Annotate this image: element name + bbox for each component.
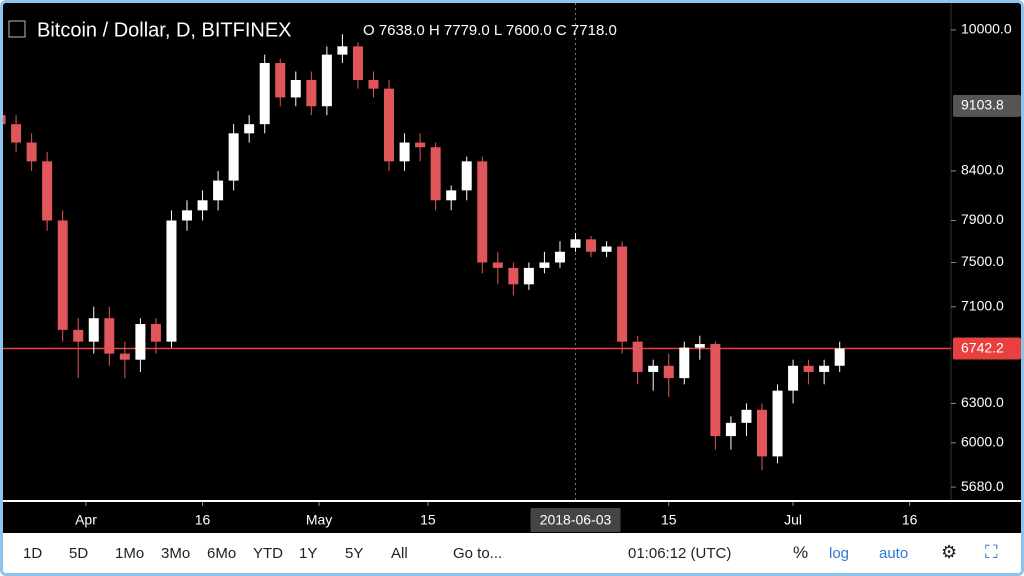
chart: Bitcoin / Dollar, D, BITFINEX O 7638.0 H… xyxy=(3,3,1021,533)
candle-body xyxy=(586,239,597,252)
candle-body xyxy=(679,347,690,379)
candle-body xyxy=(197,200,208,211)
candle-body xyxy=(182,210,193,221)
candle-body xyxy=(415,142,426,148)
candle-body xyxy=(42,161,53,221)
candle-body xyxy=(259,63,270,125)
x-tick-label: Apr xyxy=(75,512,97,528)
candle-body xyxy=(275,63,286,98)
candle-body xyxy=(430,147,441,201)
range-button[interactable]: 1Y xyxy=(299,545,318,562)
candle-body xyxy=(368,80,379,89)
auto-button[interactable]: auto xyxy=(879,545,909,562)
candle-body xyxy=(213,180,224,201)
x-tick-label: Jul xyxy=(784,512,802,528)
candle-body xyxy=(150,324,161,342)
range-button[interactable]: YTD xyxy=(253,545,283,562)
candle-body xyxy=(384,88,395,162)
candle-body xyxy=(26,142,37,162)
candle-body xyxy=(632,341,643,372)
candle-body xyxy=(352,46,363,81)
candle-body xyxy=(539,262,550,268)
candle-body xyxy=(337,46,348,55)
marker-label-box xyxy=(953,94,1021,117)
y-tick-label: 7500.0 xyxy=(961,253,1004,269)
candle-body xyxy=(710,344,721,437)
candle-body xyxy=(73,329,84,342)
range-button[interactable]: 3Mo xyxy=(161,545,191,562)
candle-body xyxy=(508,267,519,285)
range-button[interactable]: All xyxy=(391,545,408,562)
range-button[interactable]: 5D xyxy=(69,545,89,562)
candle-body xyxy=(104,318,115,354)
candle-body xyxy=(321,54,332,107)
candle-body xyxy=(601,246,612,252)
candle-body xyxy=(228,133,239,181)
candle-body xyxy=(819,365,830,372)
candle-body xyxy=(135,324,146,360)
candle-body xyxy=(617,246,628,342)
range-button[interactable]: 1Mo xyxy=(115,545,145,562)
x-tick-label: 16 xyxy=(902,512,918,528)
candle-body xyxy=(446,190,457,201)
candle-body xyxy=(461,161,472,191)
percent-button[interactable]: % xyxy=(793,543,809,562)
chart-title: Bitcoin / Dollar, D, BITFINEX xyxy=(37,19,292,41)
range-button[interactable]: 1D xyxy=(23,545,43,562)
candle-body xyxy=(11,124,22,143)
candle-body xyxy=(834,348,845,366)
candle-body xyxy=(741,409,752,423)
log-button[interactable]: log xyxy=(829,545,850,562)
candle-body xyxy=(648,365,659,372)
marker-label: 9103.8 xyxy=(961,97,1004,113)
y-tick-label: 5680.0 xyxy=(961,478,1004,494)
candle-body xyxy=(88,318,99,342)
y-tick-label: 6300.0 xyxy=(961,394,1004,410)
candle-body xyxy=(694,344,705,348)
price-label-box xyxy=(953,337,1021,360)
clock: 01:06:12 (UTC) xyxy=(628,545,732,562)
range-button[interactable]: 6Mo xyxy=(207,545,237,562)
price-label: 6742.2 xyxy=(961,339,1004,355)
y-tick-label: 6000.0 xyxy=(961,434,1004,450)
crosshair-label: 2018-06-03 xyxy=(540,512,612,528)
candle-body xyxy=(756,409,767,457)
candle-body xyxy=(663,365,674,379)
y-tick-label: 8400.0 xyxy=(961,162,1004,178)
goto-button[interactable]: Go to... xyxy=(453,545,503,562)
ohlc-legend: O 7638.0 H 7779.0 L 7600.0 C 7718.0 xyxy=(363,22,617,39)
x-tick-label: 15 xyxy=(420,512,436,528)
x-tick-label: May xyxy=(306,512,332,528)
candle-body xyxy=(725,422,736,437)
candle-body xyxy=(290,80,301,98)
candle-body xyxy=(772,390,783,457)
candle-body xyxy=(119,353,130,360)
candle-body xyxy=(244,124,255,134)
toolbar: Go to... 01:06:12 (UTC) % log auto ⚙ ⛶ 1… xyxy=(3,533,1021,573)
x-tick-label: 15 xyxy=(661,512,677,528)
collapse-icon[interactable] xyxy=(8,20,26,38)
y-tick-label: 7900.0 xyxy=(961,211,1004,227)
candle-body xyxy=(3,115,6,125)
candle-body xyxy=(570,239,581,248)
x-tick-label: 16 xyxy=(195,512,211,528)
candle-body xyxy=(523,267,534,285)
y-tick-label: 10000.0 xyxy=(961,21,1012,37)
candle-body xyxy=(477,161,488,263)
y-tick-label: 7100.0 xyxy=(961,297,1004,313)
crosshair-label-box xyxy=(530,508,621,532)
fullscreen-icon[interactable]: ⛶ xyxy=(985,542,998,562)
candle-body xyxy=(554,251,565,263)
range-button[interactable]: 5Y xyxy=(345,545,364,562)
candle-body xyxy=(166,220,177,342)
candle-body xyxy=(399,142,410,162)
settings-icon[interactable]: ⚙ xyxy=(941,542,958,562)
candle-body xyxy=(803,365,814,372)
candle-body xyxy=(788,365,799,391)
candle-body xyxy=(306,80,317,107)
candle-body xyxy=(57,220,68,330)
candle-body xyxy=(492,262,503,268)
